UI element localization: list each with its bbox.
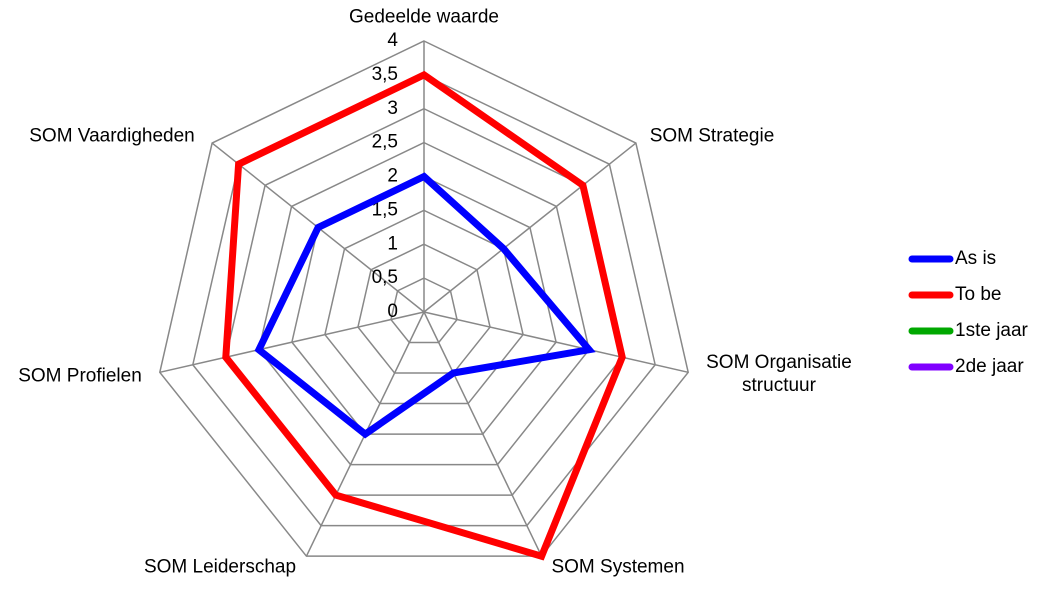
spoke [423, 142, 637, 313]
spoke [159, 311, 425, 374]
spoke [423, 311, 689, 374]
legend-label: 2de jaar [955, 356, 1024, 377]
grid-ring [357, 243, 491, 374]
grid-ring [291, 175, 557, 435]
r-tick-label: 3 [387, 98, 398, 119]
grid-ring [158, 40, 690, 557]
r-tick-label: 0,5 [372, 267, 398, 288]
legend-label: As is [955, 248, 996, 269]
series-line [222, 70, 626, 561]
grid-ring [258, 141, 590, 466]
axis-label: SOM Leiderschap [143, 556, 297, 578]
r-tick-label: 1,5 [372, 199, 398, 220]
grid-ring [324, 209, 524, 405]
axis-label: SOM Systemen [551, 556, 685, 578]
r-tick-label: 2,5 [372, 132, 398, 153]
spoke [423, 311, 543, 557]
legend-label: 1ste jaar [955, 320, 1029, 341]
r-tick-label: 2 [387, 166, 398, 187]
r-tick-label: 3,5 [372, 64, 398, 85]
axis-label: Gedeelde waarde [349, 6, 499, 28]
axis-label: SOM Organisatie structuur [706, 352, 852, 396]
axis-label: SOM Vaardigheden [29, 125, 195, 147]
grid-ring [192, 74, 656, 527]
series-line [254, 172, 596, 439]
r-tick-label: 1 [387, 233, 398, 254]
r-tick-label: 4 [387, 30, 398, 51]
r-tick-label: 0 [387, 301, 398, 322]
axis-label: SOM Strategie [649, 125, 775, 147]
axis-label: SOM Profielen [18, 365, 142, 387]
grid-ring [390, 277, 458, 344]
legend-label: To be [955, 284, 1001, 305]
